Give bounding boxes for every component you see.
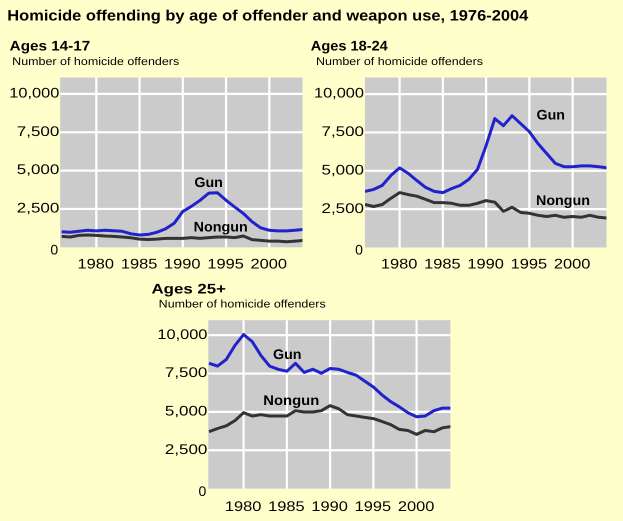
svg-text:1995: 1995	[511, 256, 548, 272]
svg-text:5,000: 5,000	[165, 403, 208, 419]
svg-text:1980: 1980	[78, 256, 115, 272]
svg-text:1990: 1990	[164, 256, 201, 272]
svg-text:5,000: 5,000	[322, 161, 365, 177]
svg-text:0: 0	[355, 242, 363, 258]
svg-text:1995: 1995	[207, 256, 244, 272]
svg-text:Gun: Gun	[537, 107, 566, 123]
svg-text:Ages 25+: Ages 25+	[152, 281, 227, 297]
svg-text:Gun: Gun	[273, 346, 302, 362]
svg-text:Gun: Gun	[194, 174, 223, 190]
svg-text:1980: 1980	[381, 256, 418, 272]
svg-text:2,500: 2,500	[322, 200, 365, 216]
svg-text:5,000: 5,000	[17, 161, 60, 177]
svg-text:2000: 2000	[398, 498, 435, 514]
svg-text:7,500: 7,500	[165, 364, 208, 380]
svg-text:2,500: 2,500	[17, 200, 60, 216]
svg-text:1990: 1990	[467, 256, 504, 272]
svg-text:2000: 2000	[554, 256, 591, 272]
svg-text:0: 0	[50, 242, 58, 258]
svg-text:10,000: 10,000	[314, 85, 364, 101]
svg-text:2,500: 2,500	[165, 441, 208, 457]
svg-text:Number of homicide offenders: Number of homicide offenders	[316, 56, 484, 68]
svg-text:Number of homicide offenders: Number of homicide offenders	[159, 298, 327, 310]
svg-text:1985: 1985	[121, 256, 158, 272]
svg-text:Number of homicide offenders: Number of homicide offenders	[12, 56, 180, 68]
svg-text:2000: 2000	[251, 256, 288, 272]
svg-text:10,000: 10,000	[9, 85, 59, 101]
svg-text:Ages 14-17: Ages 14-17	[10, 37, 91, 53]
svg-text:Homicide offending by age of o: Homicide offending by age of offender an…	[7, 7, 529, 24]
svg-text:Nongun: Nongun	[263, 392, 319, 408]
svg-text:1980: 1980	[225, 498, 262, 514]
svg-text:Ages 18-24: Ages 18-24	[311, 37, 388, 53]
svg-text:0: 0	[199, 483, 207, 499]
svg-text:1990: 1990	[311, 498, 348, 514]
svg-text:1995: 1995	[355, 498, 392, 514]
svg-text:1985: 1985	[424, 256, 461, 272]
svg-text:1985: 1985	[268, 498, 305, 514]
svg-text:Nongun: Nongun	[194, 218, 248, 234]
svg-text:7,500: 7,500	[322, 123, 365, 139]
svg-text:7,500: 7,500	[17, 123, 60, 139]
svg-text:10,000: 10,000	[157, 326, 207, 342]
svg-text:Nongun: Nongun	[536, 192, 590, 208]
